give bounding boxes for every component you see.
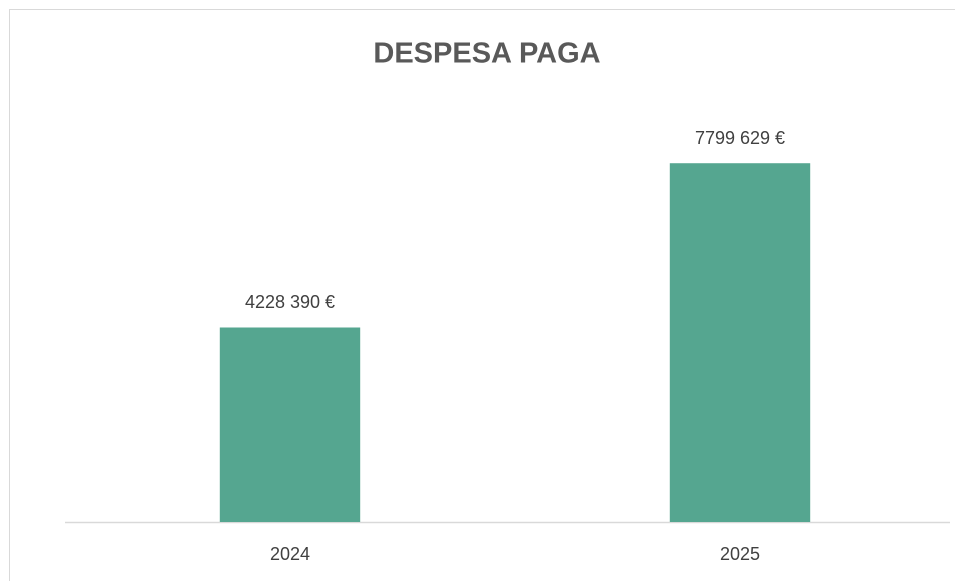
data-label: 4228 390 € (245, 292, 335, 312)
chart-frame (9, 9, 955, 581)
bar (219, 327, 361, 522)
chart-title: DESPESA PAGA (373, 38, 600, 70)
x-tick-label: 2025 (720, 544, 760, 564)
x-tick-label: 2024 (270, 544, 310, 564)
bar (669, 163, 811, 522)
data-label: 7799 629 € (695, 128, 785, 148)
